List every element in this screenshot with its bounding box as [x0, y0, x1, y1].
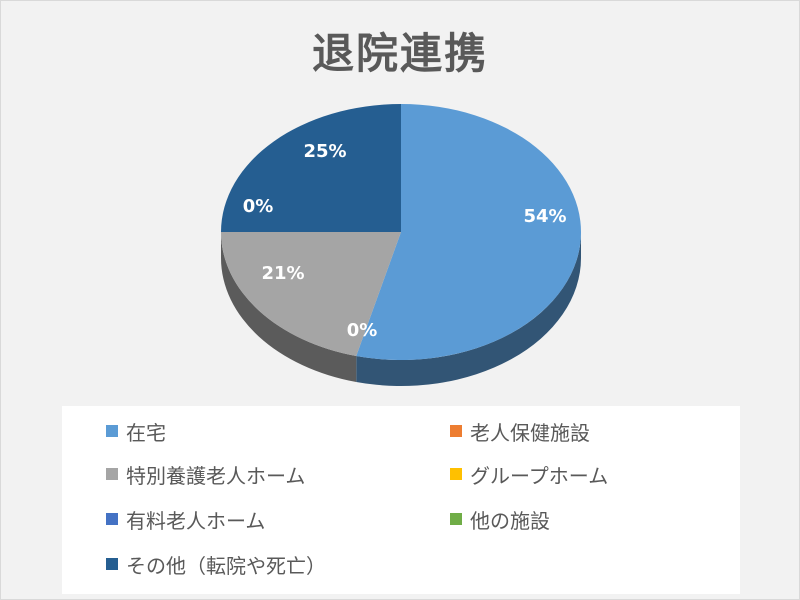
legend-swatch — [450, 468, 462, 480]
chart-title: 退院連携 — [311, 29, 488, 78]
pie-depth-layer — [221, 232, 581, 386]
legend: 在宅 老人保健施設 特別養護老人ホーム グループホーム 有料老人ホーム 他の施設… — [62, 406, 740, 594]
legend-item-geriatric-health-facility: 老人保健施設 — [450, 417, 590, 445]
legend-label: 在宅 — [126, 420, 166, 445]
pie-slice — [221, 104, 401, 232]
legend-item-paid-nursing-home: 有料老人ホーム — [106, 505, 265, 533]
legend-item-group-home: グループホーム — [450, 460, 608, 488]
pie-slice — [356, 104, 581, 360]
legend-swatch — [450, 513, 462, 525]
legend-label: 特別養護老人ホーム — [126, 463, 306, 488]
pie-slice — [221, 232, 401, 356]
legend-label: グループホーム — [470, 463, 609, 488]
legend-label: 有料老人ホーム — [126, 508, 266, 533]
legend-swatch — [106, 513, 118, 525]
legend-item-other: その他（転院や死亡） — [106, 550, 326, 578]
data-label: 21% — [261, 263, 304, 284]
data-label: 25% — [303, 141, 346, 162]
pie-labels-layer: 54% 0% 21% 0% 25% — [243, 141, 567, 341]
legend-swatch — [450, 425, 462, 437]
pie-side-特別養護老人ホーム — [221, 232, 357, 382]
legend-item-home: 在宅 — [106, 417, 166, 445]
pie-top-layer — [221, 104, 581, 360]
data-label: 54% — [523, 206, 566, 227]
pie-side-在宅 — [356, 232, 581, 386]
legend-item-other-facility: 他の施設 — [450, 505, 550, 533]
legend-label: その他（転院や死亡） — [126, 553, 326, 578]
data-label: 0% — [243, 196, 274, 217]
legend-swatch — [106, 468, 118, 480]
legend-label: 他の施設 — [470, 508, 550, 533]
legend-swatch — [106, 558, 118, 570]
legend-swatch — [106, 425, 118, 437]
legend-label: 老人保健施設 — [470, 420, 590, 445]
legend-item-special-nursing-home: 特別養護老人ホーム — [106, 460, 305, 488]
data-label: 0% — [347, 320, 378, 341]
